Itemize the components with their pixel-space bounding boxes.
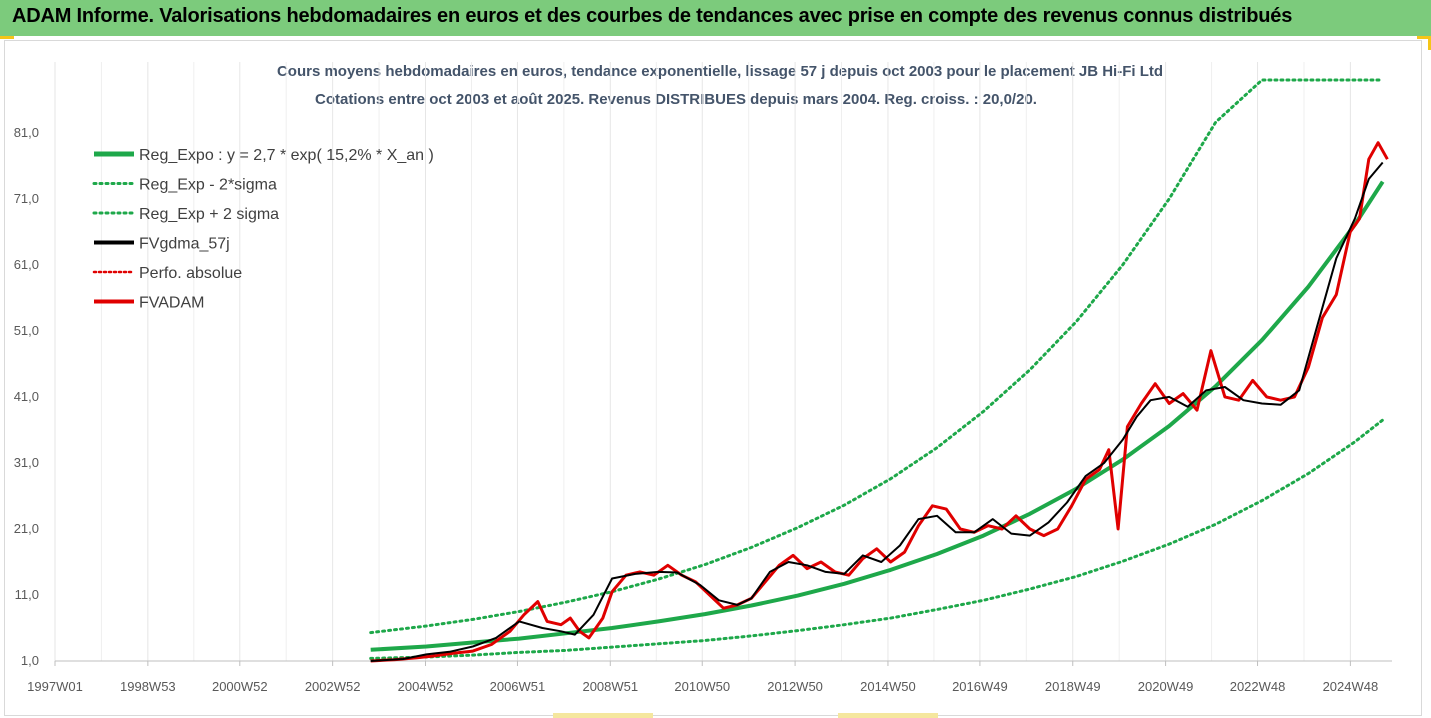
series-line-fvadam	[370, 141, 1389, 663]
corner-marker-tr-v	[1428, 36, 1431, 50]
y-tick-label: 81,0	[14, 125, 39, 140]
x-tick-label: 2020W49	[1138, 679, 1194, 694]
header-bar: ADAM Informe. Valorisations hebdomadaire…	[0, 0, 1431, 36]
bottom-tab-right	[838, 713, 938, 718]
y-tick-label: 31,0	[14, 455, 39, 470]
series-layer	[369, 78, 1389, 663]
grid-layer	[54, 62, 1351, 661]
series-line-reg-exp-2-sigma	[369, 78, 1385, 635]
axes-layer: 1,0 11,0 21,0 31,0 41,0 51,0 61,0 71,0 81,0 1997W…	[14, 125, 1392, 694]
legend: Reg_Expo : y = 2,7 * exp( 15,2% * X_an )…	[92, 147, 434, 312]
x-tick-label: 2006W51	[490, 679, 546, 694]
series-line-reg-expo-y-2-7-exp-15-2-x-an	[370, 180, 1385, 652]
x-tick-label: 2024W48	[1323, 679, 1379, 694]
x-tick-label: 2000W52	[212, 679, 268, 694]
y-tick-label: 61,0	[14, 257, 39, 272]
x-tick-label: 2018W49	[1045, 679, 1101, 694]
legend-label: Reg_Exp + 2 sigma	[139, 206, 279, 223]
y-tick-label: 11,0	[15, 587, 39, 602]
y-tick-label: 51,0	[14, 323, 39, 338]
legend-label: FVADAM	[139, 295, 204, 312]
series-line-reg-exp-2-sigma	[369, 418, 1385, 660]
legend-label: Reg_Expo : y = 2,7 * exp( 15,2% * X_an )	[139, 147, 434, 164]
legend-label: FVgdma_57j	[139, 236, 230, 253]
y-tick-label: 1,0	[21, 653, 39, 668]
chart-title-line2: Cotations entre oct 2003 et août 2025. R…	[315, 91, 1037, 108]
y-tick-label: 21,0	[14, 521, 39, 536]
y-tick-label: 41,0	[14, 389, 39, 404]
x-tick-label: 2004W52	[398, 679, 454, 694]
x-tick-label: 2014W50	[860, 679, 916, 694]
chart-title-line1: Cours moyens hebdomadaires en euros, ten…	[277, 63, 1163, 80]
chart-frame	[4, 40, 1422, 716]
x-tick-label: 2022W48	[1230, 679, 1286, 694]
series-line-fvgdma-57j	[370, 161, 1384, 662]
corner-marker-tr	[1417, 36, 1431, 39]
legend-label: Reg_Exp - 2*sigma	[139, 177, 277, 194]
x-tick-label: 2016W49	[952, 679, 1008, 694]
x-tick-label: 1997W01	[27, 679, 83, 694]
legend-label: Perfo. absolue	[139, 265, 242, 282]
page-title: ADAM Informe. Valorisations hebdomadaire…	[12, 5, 1293, 27]
x-tick-label: 1998W53	[120, 679, 176, 694]
y-tick-label: 71,0	[14, 191, 39, 206]
corner-marker-tl	[0, 36, 14, 39]
x-tick-label: 2008W51	[582, 679, 638, 694]
bottom-tab-left	[553, 713, 653, 718]
x-tick-label: 2010W50	[674, 679, 730, 694]
x-tick-label: 2012W50	[767, 679, 823, 694]
x-tick-label: 2002W52	[305, 679, 361, 694]
